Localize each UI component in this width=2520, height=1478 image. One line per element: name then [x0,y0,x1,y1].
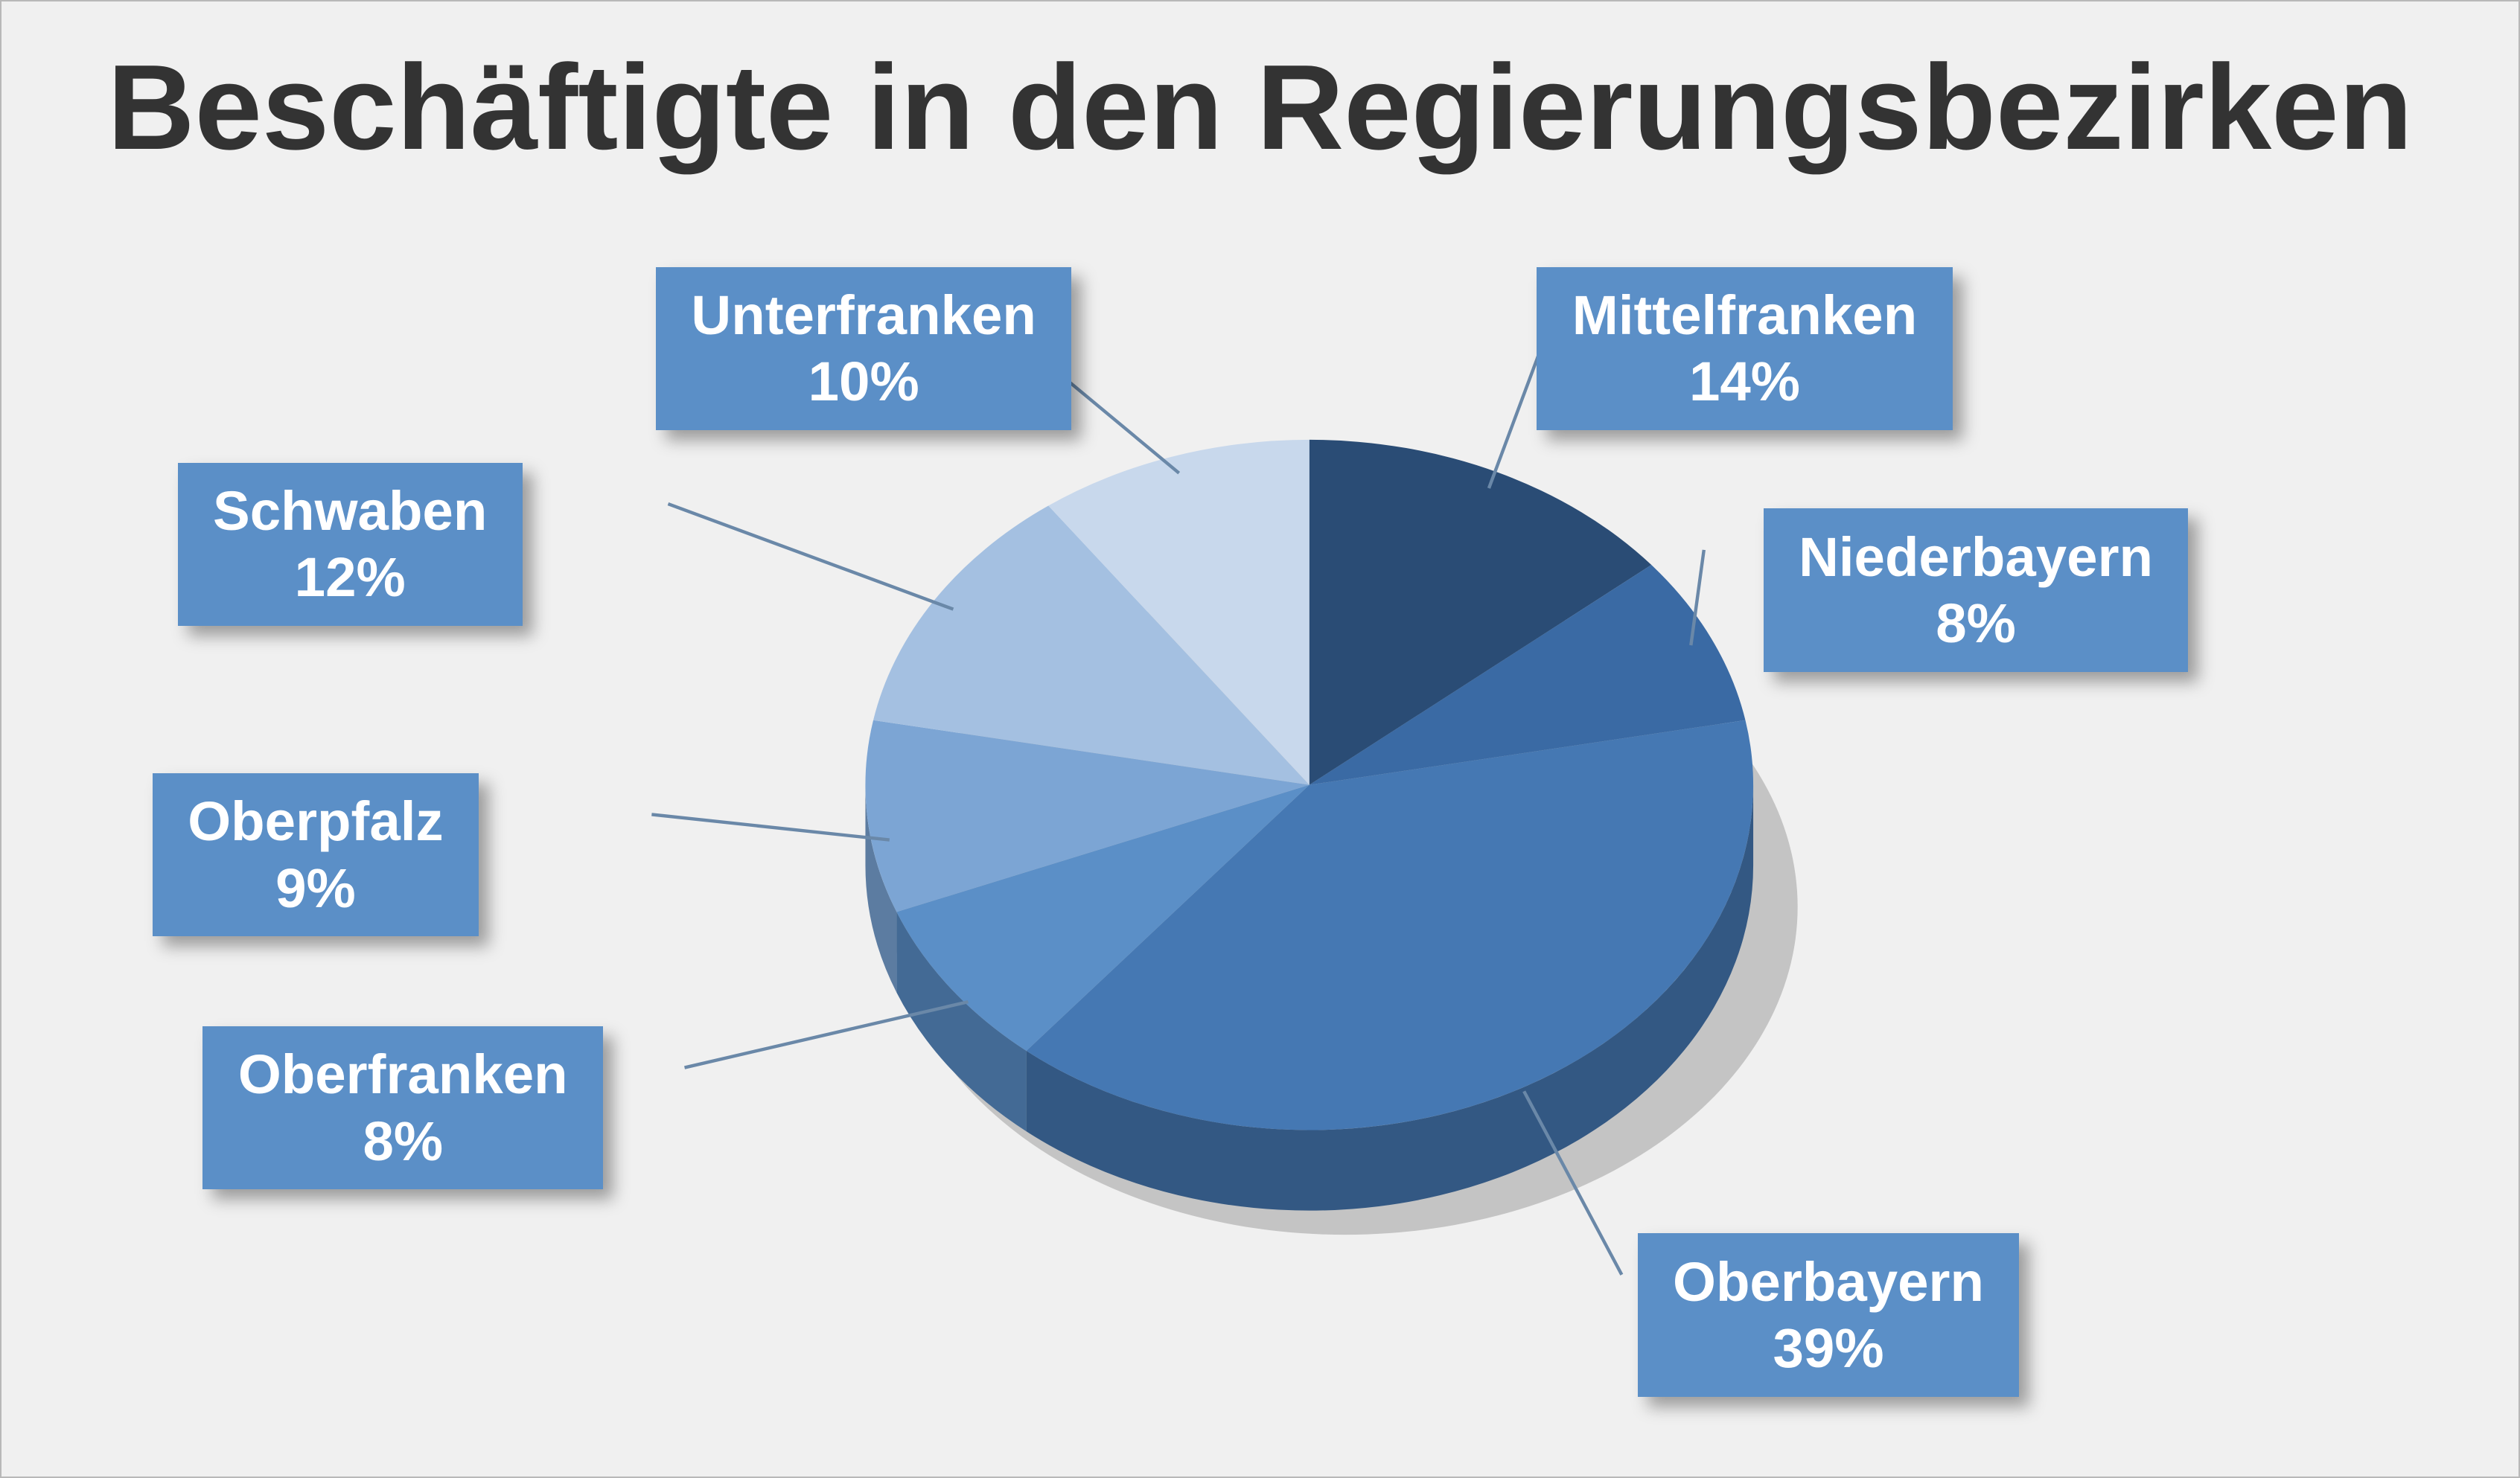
callout-value: 9% [188,855,443,921]
callout-label: Mittelfranken [1572,282,1917,348]
callout-label: Niederbayern [1799,524,2153,590]
chart-frame: Beschäftigte in den Regierungsbezirken M… [0,0,2520,1478]
callout-value: 39% [1673,1315,1984,1381]
chart-area: Mittelfranken14%Niederbayern8%Oberbayern… [1,267,2519,1418]
callout-box: Schwaben12% [178,463,523,626]
callout-box: Unterfranken10% [656,267,1071,430]
callout-value: 12% [213,544,487,610]
callout-label: Oberbayern [1673,1249,1984,1315]
callout-box: Oberpfalz9% [153,773,479,936]
callout-label: Schwaben [213,478,487,544]
callout-value: 14% [1572,348,1917,415]
callout-box: Niederbayern8% [1764,508,2189,671]
callout-value: 10% [691,348,1036,415]
callout-box: Mittelfranken14% [1537,267,1952,430]
callout-box: Oberbayern39% [1638,1233,2020,1396]
callout-value: 8% [238,1108,568,1174]
leader-line [651,814,889,839]
callout-box: Oberfranken8% [202,1026,603,1189]
chart-title: Beschäftigte in den Regierungsbezirken [1,39,2519,177]
callout-label: Unterfranken [691,282,1036,348]
leader-line [668,504,953,610]
callout-value: 8% [1799,590,2153,656]
callout-label: Oberpfalz [188,788,443,854]
callout-label: Oberfranken [238,1041,568,1107]
